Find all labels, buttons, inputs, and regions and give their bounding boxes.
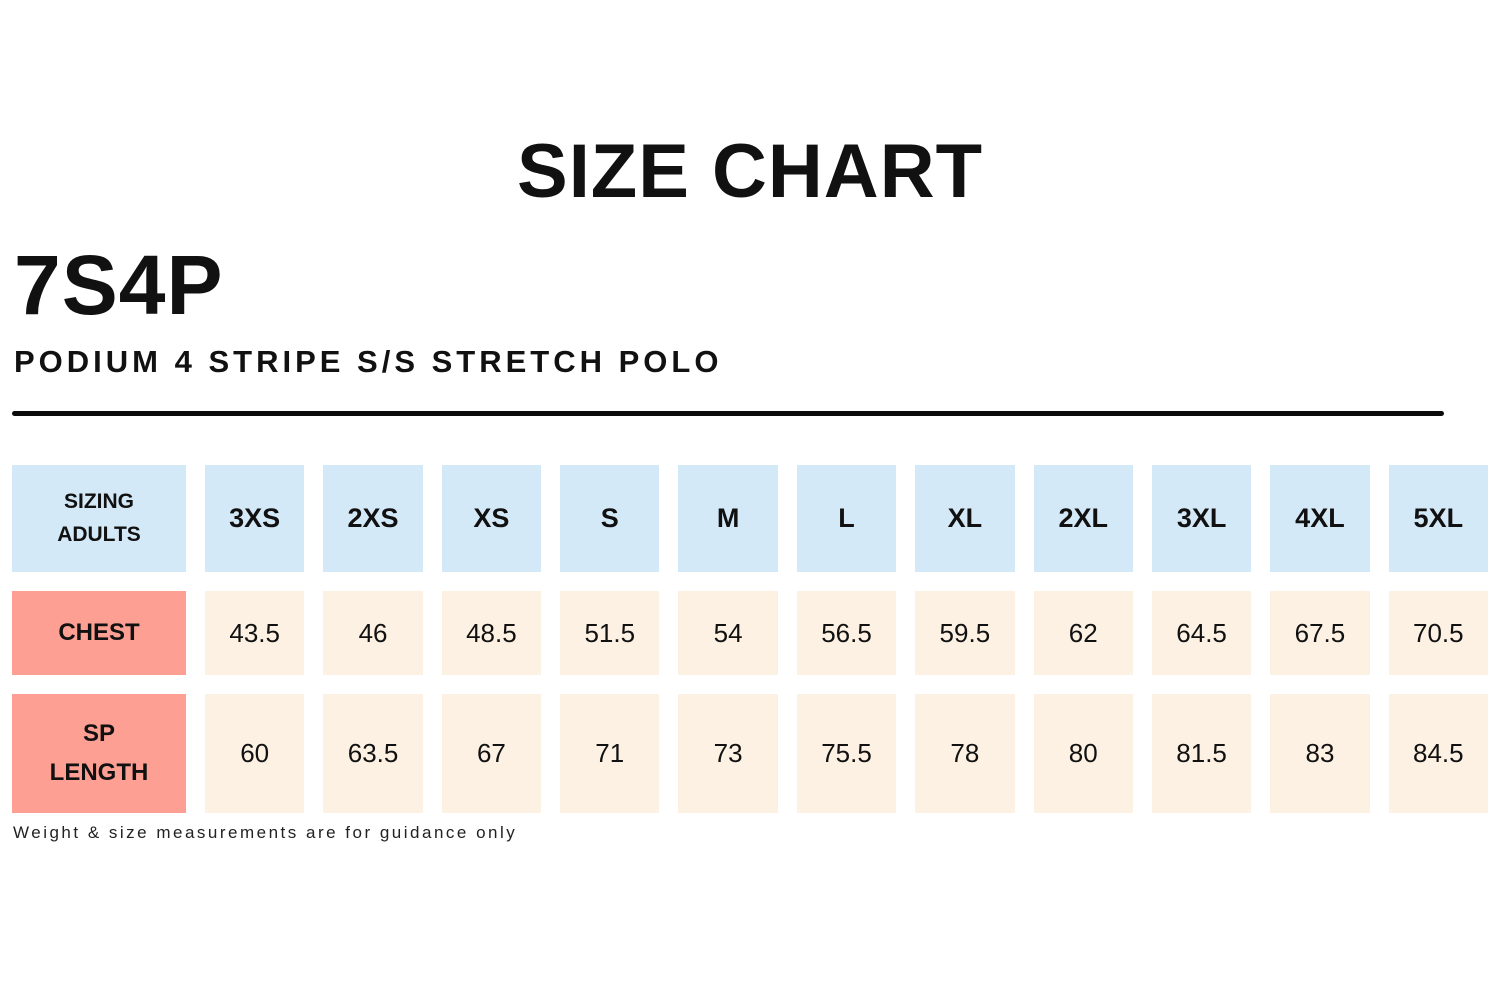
value-cell: 62 (1033, 591, 1133, 675)
value-cell: 51.5 (560, 591, 660, 675)
value-cell: 70.5 (1388, 591, 1488, 675)
size-header-cell: M (678, 465, 778, 572)
header-label-cell: SIZING ADULTS (12, 465, 186, 572)
value-cell: 60 (205, 694, 305, 813)
size-header-cell: S (560, 465, 660, 572)
size-header-cell: 3XL (1151, 465, 1252, 572)
product-code: 7S4P (14, 238, 224, 332)
size-header-cell: XS (441, 465, 542, 572)
value-cell: 78 (915, 694, 1015, 813)
value-cell: 67.5 (1270, 591, 1370, 675)
size-header-cell: 3XS (205, 465, 305, 572)
value-cell: 59.5 (915, 591, 1015, 675)
size-header-cell: 4XL (1270, 465, 1370, 572)
value-cell: 71 (560, 694, 660, 813)
product-name: PODIUM 4 STRIPE S/S STRETCH POLO (14, 344, 723, 379)
size-header-cell: 5XL (1388, 465, 1488, 572)
size-table: SIZING ADULTS 3XS 2XS XS S M L XL 2XL 3XL 4XL 5XL CH… (12, 465, 1488, 813)
size-header-cell: XL (915, 465, 1015, 572)
value-cell: 54 (678, 591, 778, 675)
value-cell: 48.5 (441, 591, 542, 675)
value-cell: 64.5 (1151, 591, 1252, 675)
value-cell: 43.5 (205, 591, 305, 675)
value-cell: 63.5 (323, 694, 423, 813)
value-cell: 84.5 (1388, 694, 1488, 813)
value-cell: 75.5 (796, 694, 897, 813)
size-header-cell: L (796, 465, 897, 572)
value-cell: 67 (441, 694, 542, 813)
value-cell: 83 (1270, 694, 1370, 813)
value-cell: 80 (1033, 694, 1133, 813)
value-cell: 46 (323, 591, 423, 675)
value-cell: 56.5 (796, 591, 897, 675)
size-header-cell: 2XL (1033, 465, 1133, 572)
footnote: Weight & size measurements are for guida… (13, 823, 518, 842)
size-header-cell: 2XS (323, 465, 423, 572)
row-label-cell: SP LENGTH (12, 694, 186, 813)
divider-line (12, 411, 1444, 416)
row-label-cell: CHEST (12, 591, 186, 675)
page-title: SIZE CHART (517, 129, 983, 214)
value-cell: 73 (678, 694, 778, 813)
value-cell: 81.5 (1151, 694, 1252, 813)
